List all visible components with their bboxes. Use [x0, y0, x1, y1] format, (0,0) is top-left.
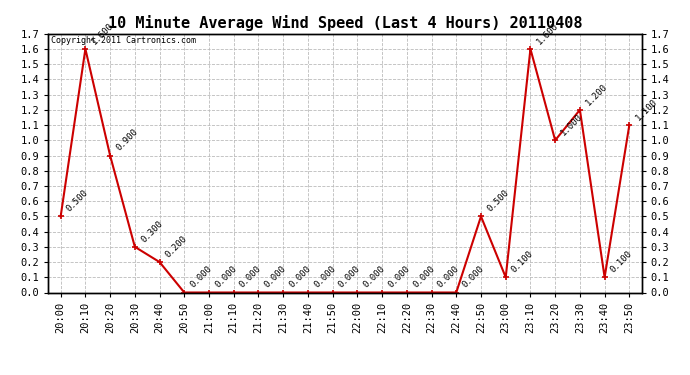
- Text: 0.000: 0.000: [435, 264, 461, 290]
- Text: 0.900: 0.900: [115, 128, 139, 153]
- Text: 0.500: 0.500: [65, 188, 90, 214]
- Text: 0.000: 0.000: [337, 264, 362, 290]
- Text: 0.000: 0.000: [188, 264, 214, 290]
- Text: 0.000: 0.000: [287, 264, 313, 290]
- Text: 0.000: 0.000: [362, 264, 387, 290]
- Text: 0.300: 0.300: [139, 219, 164, 244]
- Text: 0.100: 0.100: [609, 249, 634, 274]
- Text: 1.600: 1.600: [90, 21, 115, 46]
- Text: 0.000: 0.000: [238, 264, 264, 290]
- Text: 0.000: 0.000: [411, 264, 436, 290]
- Text: 1.600: 1.600: [535, 21, 560, 46]
- Text: 1.000: 1.000: [560, 112, 584, 138]
- Text: 0.000: 0.000: [312, 264, 337, 290]
- Text: 0.200: 0.200: [164, 234, 189, 259]
- Text: 0.500: 0.500: [485, 188, 511, 214]
- Text: Copyright 2011 Cartronics.com: Copyright 2011 Cartronics.com: [51, 36, 196, 45]
- Text: 1.200: 1.200: [584, 82, 609, 107]
- Text: 1.100: 1.100: [633, 97, 659, 122]
- Text: 0.000: 0.000: [386, 264, 412, 290]
- Title: 10 Minute Average Wind Speed (Last 4 Hours) 20110408: 10 Minute Average Wind Speed (Last 4 Hou…: [108, 15, 582, 31]
- Text: 0.000: 0.000: [263, 264, 288, 290]
- Text: 0.000: 0.000: [213, 264, 239, 290]
- Text: 0.100: 0.100: [510, 249, 535, 274]
- Text: 0.000: 0.000: [460, 264, 486, 290]
